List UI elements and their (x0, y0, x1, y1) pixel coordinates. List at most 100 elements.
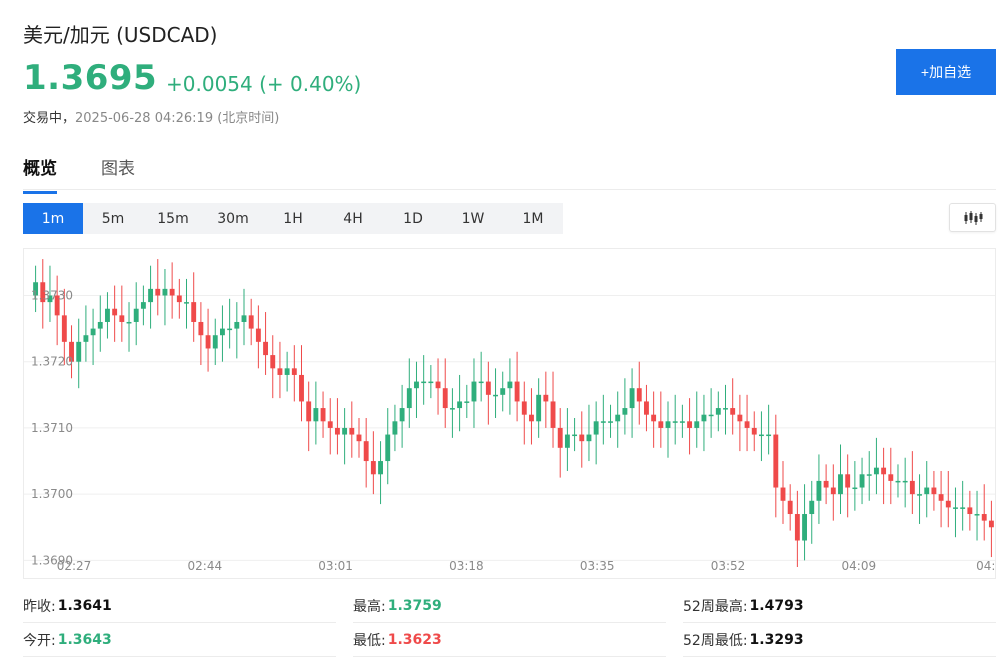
interval-5m[interactable]: 5m (101, 210, 125, 227)
stat-value: 1.3641 (57, 598, 112, 614)
add-watchlist-button[interactable]: +加自选 (896, 49, 996, 95)
candle-body (550, 401, 556, 428)
candle-body (299, 374, 304, 402)
candle-body (220, 328, 225, 336)
candle-body (845, 474, 851, 488)
candle-body (270, 355, 276, 369)
candle-body (600, 421, 606, 423)
candle-body (888, 474, 894, 481)
page-tabs: 概览 图表 (23, 154, 135, 194)
candle-body (169, 288, 175, 296)
status-timezone: (北京时间) (217, 111, 280, 126)
candle-body (191, 302, 197, 322)
x-tick-label: 03:18 (449, 559, 484, 573)
candle-body (284, 368, 290, 375)
status-label: 交易中， (23, 111, 76, 126)
interval-1h[interactable]: 1H (283, 210, 303, 227)
candle-body (744, 421, 750, 428)
candle-body (205, 335, 211, 349)
tab-divider (23, 189, 996, 190)
candle-body (97, 321, 103, 329)
candle-body (981, 514, 987, 521)
price-change: +0.0054 (+ 0.40%) (166, 72, 362, 96)
candle-body (751, 427, 757, 435)
candle-body (816, 480, 822, 501)
tab-chart[interactable]: 图表 (101, 159, 135, 179)
candle-body (838, 474, 843, 495)
candle-body (342, 427, 348, 435)
candle-body (198, 321, 204, 336)
x-tick-label: 03:01 (318, 559, 353, 573)
tab-overview[interactable]: 概览 (23, 154, 57, 194)
candle-body (507, 381, 513, 389)
candle-body (723, 408, 728, 410)
chart-type-button[interactable] (949, 203, 996, 232)
candle-body (859, 474, 865, 488)
stat-value: 1.3643 (57, 632, 112, 648)
candle-body (938, 494, 944, 501)
candle-body (787, 500, 793, 515)
x-tick-label: 02:44 (188, 559, 223, 573)
interval-1d[interactable]: 1D (403, 210, 423, 227)
candle-body (902, 480, 908, 483)
stat-52w-low: 52周最低: 1.3293 (683, 624, 996, 657)
stat-label: 52周最低: (683, 633, 748, 649)
candle-body (155, 288, 161, 296)
candle-body (715, 408, 721, 415)
candle-body (61, 315, 67, 342)
interval-4h[interactable]: 4H (343, 210, 363, 227)
x-tick-label: 02:27 (57, 559, 92, 573)
candle-body (40, 282, 46, 303)
candle-body (277, 368, 283, 375)
candle-body (493, 394, 498, 397)
candle-body (572, 434, 578, 437)
candle-body (758, 434, 764, 437)
candle-body (953, 507, 958, 509)
candlestick-chart[interactable]: 1.3690 1.3700 1.3710 1.3720 1.3730 02:27 02:44… (24, 249, 996, 579)
candle-body (615, 414, 621, 422)
candle-body (665, 421, 671, 428)
stat-52w-high: 52周最高: 1.4793 (683, 590, 996, 623)
candle-body (449, 408, 455, 410)
candle-body (140, 302, 146, 309)
candle-body (579, 434, 585, 442)
interval-15m[interactable]: 15m (157, 210, 189, 227)
candle-body (414, 381, 419, 389)
stat-value: 1.3293 (749, 632, 804, 648)
candle-body (148, 288, 154, 303)
interval-1w[interactable]: 1W (461, 210, 485, 227)
candle-body (478, 381, 484, 384)
y-tick-label: 1.3730 (31, 288, 73, 302)
candle-body (708, 414, 714, 417)
candle-body (471, 381, 477, 402)
chart-grid (24, 294, 995, 561)
candle-body (105, 308, 110, 322)
candle-body (823, 480, 829, 488)
y-tick-label: 1.3710 (31, 421, 73, 435)
candle-body (500, 388, 506, 395)
candle-body (485, 381, 491, 395)
y-tick-label: 1.3700 (31, 487, 73, 501)
stats-table: 昨收: 1.3641 最高: 1.3759 52周最高: 1.4793 今开: 1.36… (23, 590, 996, 658)
candle-body (112, 308, 118, 316)
candle-body (622, 408, 628, 415)
x-tick-label: 03:35 (580, 559, 615, 573)
candle-body (76, 341, 82, 362)
price-chart[interactable]: 1.3690 1.3700 1.3710 1.3720 1.3730 02:27 02:44… (23, 248, 996, 579)
candle-body (248, 315, 254, 329)
candle-body (644, 401, 649, 415)
candle-body (766, 434, 772, 437)
candle-body (464, 401, 470, 403)
stat-label: 今开: (23, 633, 56, 649)
interval-30m[interactable]: 30m (217, 210, 249, 227)
candle-body (960, 507, 966, 509)
candle-body (873, 467, 879, 475)
interval-1mo[interactable]: 1M (522, 210, 544, 227)
interval-1m[interactable]: 1m (23, 203, 83, 234)
candle-body (54, 295, 60, 316)
stat-high: 最高: 1.3759 (353, 590, 666, 623)
candle-body (399, 408, 405, 422)
stat-low: 最低: 1.3623 (353, 624, 666, 657)
y-tick-label: 1.3690 (31, 553, 73, 567)
stat-prev-close: 昨收: 1.3641 (23, 590, 336, 623)
